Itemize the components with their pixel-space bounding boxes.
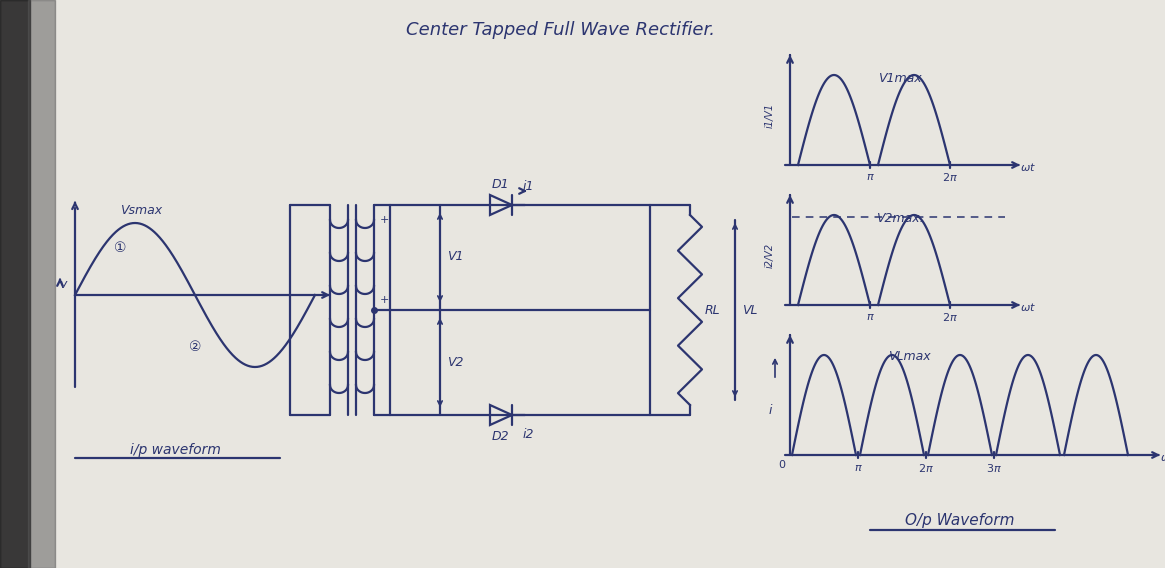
Text: ①: ①	[114, 241, 126, 255]
Text: $\omega t$: $\omega t$	[1021, 301, 1036, 313]
Text: $\pi$: $\pi$	[854, 463, 862, 473]
Text: D1: D1	[492, 178, 509, 191]
Text: i2/V2: i2/V2	[765, 243, 775, 268]
Text: ②: ②	[189, 340, 202, 354]
Text: $\omega t$: $\omega t$	[1021, 161, 1036, 173]
Text: i/p waveform: i/p waveform	[129, 443, 220, 457]
Text: V2: V2	[446, 356, 464, 369]
Text: +: +	[380, 215, 389, 225]
Text: V2max.: V2max.	[876, 212, 924, 225]
Text: $\pi$: $\pi$	[866, 172, 875, 182]
Text: RL: RL	[704, 303, 720, 316]
Text: +: +	[380, 295, 389, 305]
Text: $\omega t$: $\omega t$	[1160, 451, 1165, 463]
Text: Vsmax: Vsmax	[120, 204, 162, 218]
Text: VLmax: VLmax	[888, 350, 931, 364]
Text: D2: D2	[492, 431, 509, 444]
Text: i1: i1	[522, 181, 534, 194]
Text: i2: i2	[522, 428, 534, 441]
Text: Center Tapped Full Wave Rectifier.: Center Tapped Full Wave Rectifier.	[405, 21, 714, 39]
Text: i: i	[768, 403, 771, 416]
Text: O/p Waveform: O/p Waveform	[905, 512, 1015, 528]
Text: V1max: V1max	[878, 73, 922, 86]
Text: v: v	[59, 278, 66, 291]
Text: $\pi$: $\pi$	[866, 312, 875, 322]
Text: i1/V1: i1/V1	[765, 102, 775, 128]
Text: $2\pi$: $2\pi$	[942, 171, 958, 183]
Text: $2\pi$: $2\pi$	[918, 462, 934, 474]
Text: $3\pi$: $3\pi$	[986, 462, 1002, 474]
Text: V1: V1	[446, 250, 464, 264]
Text: VL: VL	[742, 303, 757, 316]
Text: $2\pi$: $2\pi$	[942, 311, 958, 323]
Text: 0: 0	[778, 460, 785, 470]
